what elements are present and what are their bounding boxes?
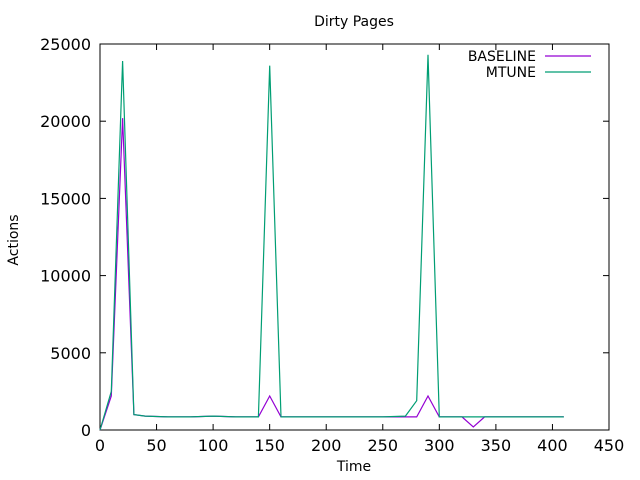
y-tick-label: 0 (81, 421, 91, 440)
x-tick-label: 50 (146, 436, 166, 455)
x-tick-label: 250 (368, 436, 399, 455)
x-tick-label: 200 (311, 436, 342, 455)
legend-label-mtune: MTUNE (486, 65, 536, 81)
x-tick-label: 350 (481, 436, 512, 455)
y-axis-title: Actions (6, 214, 22, 265)
x-tick-label: 0 (95, 436, 105, 455)
x-tick-label: 400 (537, 436, 568, 455)
chart-title: Dirty Pages (314, 14, 394, 30)
x-axis-title: Time (336, 459, 371, 475)
x-tick-label: 150 (254, 436, 285, 455)
x-tick-label: 450 (594, 436, 625, 455)
y-tick-label: 15000 (40, 189, 91, 208)
x-tick-label: 100 (198, 436, 229, 455)
y-tick-label: 25000 (40, 35, 91, 54)
y-tick-label: 20000 (40, 112, 91, 131)
x-tick-label: 300 (424, 436, 455, 455)
y-tick-label: 5000 (50, 344, 91, 363)
y-tick-label: 10000 (40, 267, 91, 286)
legend-label-baseline: BASELINE (468, 49, 536, 65)
plot-area: 0 50 100 150 200 250 300 350 400 450 0 5000 10000 150… (40, 35, 624, 455)
series-line-mtune (99, 54, 564, 431)
plot-frame (99, 43, 610, 431)
